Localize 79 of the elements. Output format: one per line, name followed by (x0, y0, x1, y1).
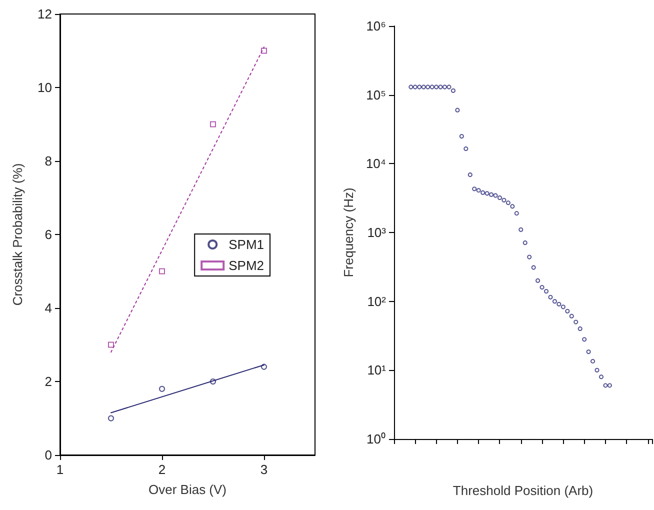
point (108, 342, 114, 348)
point (488, 192, 494, 197)
point (430, 84, 434, 90)
y-tick-label: 8 (44, 154, 52, 168)
point (464, 146, 468, 151)
point (446, 84, 452, 90)
x-tick-label: 1 (56, 462, 64, 477)
point (159, 386, 165, 392)
point (159, 268, 165, 274)
point (108, 415, 114, 422)
point (497, 195, 502, 200)
point (472, 186, 477, 192)
y-tick-label: 10⁰ (366, 432, 386, 446)
point (590, 358, 596, 364)
point (518, 227, 524, 232)
y-axis-title: Frequency (Hz) (341, 188, 356, 278)
point (438, 84, 443, 90)
y-tick-label: 12 (38, 6, 52, 22)
point (480, 190, 486, 195)
y-tick-label: 10⁵ (366, 87, 386, 102)
y-tick-label: 4 (44, 300, 52, 316)
y-tick-label: 2 (44, 374, 52, 389)
point (476, 188, 481, 193)
point (582, 337, 587, 342)
y-tick-label: 10 (38, 80, 52, 95)
x-axis-title: Over Bias (V) (148, 482, 227, 497)
point (552, 299, 558, 304)
point (493, 193, 498, 198)
point (455, 108, 460, 112)
point (426, 84, 430, 90)
point (506, 200, 510, 206)
point (569, 314, 574, 318)
point (578, 326, 582, 332)
point (510, 204, 515, 209)
point (548, 294, 553, 300)
x-tick-label: 2 (158, 462, 166, 477)
point (586, 349, 591, 354)
point (408, 84, 414, 90)
point (607, 383, 612, 388)
point (261, 48, 267, 54)
y-tick-label: 10¹ (367, 362, 387, 378)
point (522, 240, 528, 246)
point (210, 121, 216, 128)
point (574, 320, 578, 324)
point (527, 254, 532, 260)
point (421, 84, 426, 90)
point (514, 211, 519, 216)
point (603, 383, 608, 388)
y-tick-label: 10⁴ (366, 156, 386, 172)
y-tick-label: 0 (44, 448, 52, 462)
y-tick-label: 10³ (367, 225, 387, 240)
point (565, 308, 570, 314)
point (459, 134, 464, 139)
point (468, 172, 472, 178)
point (261, 364, 267, 370)
point (544, 288, 549, 294)
y-tick-label: 6 (44, 227, 52, 242)
point (434, 84, 439, 90)
y-tick-label: 10² (367, 294, 387, 309)
point (556, 302, 562, 306)
point (540, 284, 544, 290)
point (442, 84, 448, 90)
legend-label: SPM1 (228, 237, 264, 252)
legend-label: SPM2 (228, 258, 264, 273)
point (417, 84, 422, 90)
y-tick-label: 10⁶ (366, 18, 386, 34)
point (598, 374, 604, 380)
point (560, 304, 566, 310)
x-axis-title: Threshold Position (Arb) (452, 483, 594, 498)
point (484, 191, 490, 196)
point (450, 88, 456, 93)
point (210, 378, 216, 384)
y-axis-title: Crosstalk Probability (%) (10, 163, 25, 306)
x-tick-label: 3 (260, 462, 268, 477)
point (531, 265, 536, 270)
point (502, 198, 506, 202)
point (412, 84, 418, 90)
point (536, 278, 540, 283)
point (594, 368, 600, 372)
